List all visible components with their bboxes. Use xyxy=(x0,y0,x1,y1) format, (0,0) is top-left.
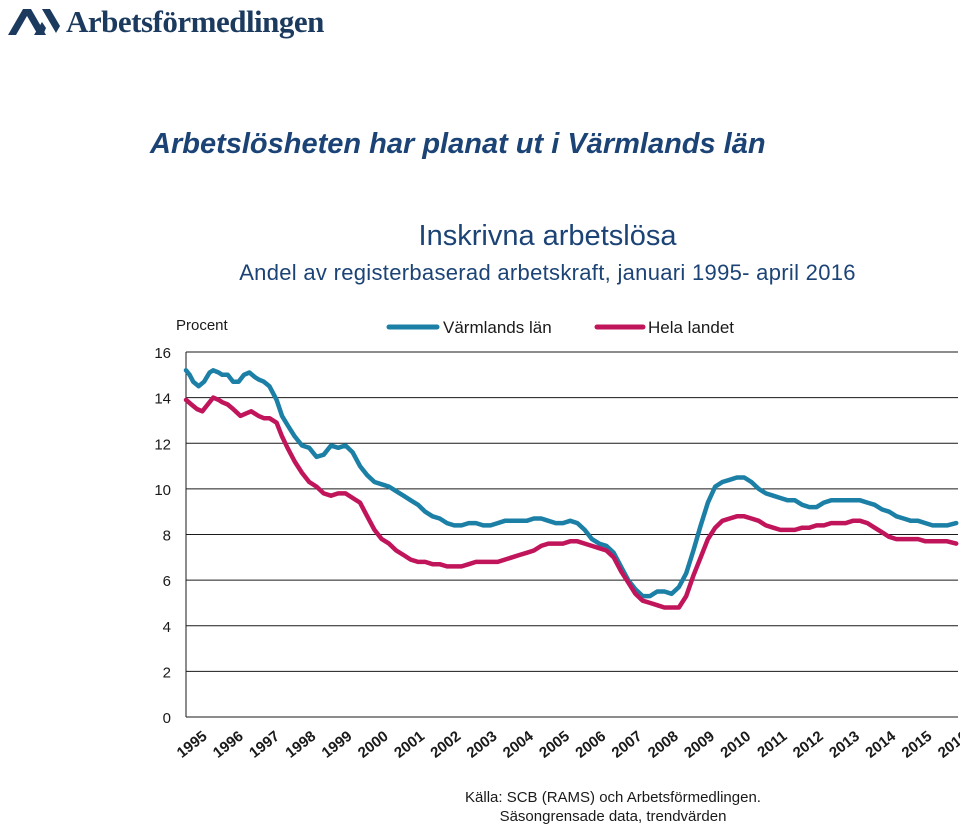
page-headline: Arbetslösheten har planat ut i Värmlands… xyxy=(150,128,766,160)
y-axis-label: Procent xyxy=(176,317,229,334)
x-tick-label: 2011 xyxy=(754,728,790,761)
x-tick-label: 2009 xyxy=(681,728,718,762)
x-tick-label: 1998 xyxy=(282,728,319,762)
x-tick-label: 2016 xyxy=(935,728,960,762)
x-tick-label: 2000 xyxy=(355,728,392,762)
gridlines xyxy=(185,351,958,718)
source-line-1: Källa: SCB (RAMS) och Arbetsförmedlingen… xyxy=(465,789,761,806)
source-line-2: Säsongrensade data, trendvärden xyxy=(499,808,727,825)
x-tick-label: 2012 xyxy=(790,728,827,762)
x-tick-label: 2005 xyxy=(536,728,573,762)
y-tick-label: 12 xyxy=(154,436,171,453)
chart-title: Inskrivna arbetslösa xyxy=(418,220,677,252)
y-tick-label: 8 xyxy=(163,528,171,545)
logo-text: Arbetsförmedlingen xyxy=(66,4,324,39)
x-tick-label: 2015 xyxy=(899,728,936,762)
legend: Värmlands län Hela landet xyxy=(386,318,734,337)
legend-label: Värmlands län xyxy=(443,318,552,337)
af-chevron-logo-icon xyxy=(8,9,60,35)
x-tick-label: 1995 xyxy=(174,728,211,762)
y-tick-label: 0 xyxy=(163,710,171,727)
legend-label: Hela landet xyxy=(648,318,734,337)
chart-subtitle: Andel av registerbaserad arbetskraft, ja… xyxy=(239,260,856,285)
y-tick-label: 16 xyxy=(154,345,171,362)
logo: Arbetsförmedlingen xyxy=(8,2,324,42)
series-lines xyxy=(183,368,959,610)
x-tick-label: 2006 xyxy=(572,728,609,762)
y-tick-label: 2 xyxy=(163,664,171,681)
x-tick-label: 2002 xyxy=(427,728,464,762)
y-tick-label: 14 xyxy=(154,391,171,408)
line-chart: Procent Värmlands län Hela landet 0 2 4 6 8 10… xyxy=(154,317,960,762)
y-axis-ticks: 0 2 4 6 8 10 12 14 16 xyxy=(154,345,171,727)
x-tick-label: 2007 xyxy=(609,728,646,762)
x-tick-label: 2008 xyxy=(645,728,682,762)
x-tick-label: 2010 xyxy=(717,728,754,762)
y-tick-label: 4 xyxy=(163,619,171,636)
x-tick-label: 2004 xyxy=(500,727,537,761)
x-tick-label: 2001 xyxy=(391,728,428,762)
x-tick-label: 1999 xyxy=(319,728,356,762)
y-tick-label: 10 xyxy=(154,482,171,499)
x-tick-label: 2014 xyxy=(862,727,899,761)
y-tick-label: 6 xyxy=(163,573,171,590)
x-tick-label: 1997 xyxy=(246,728,283,762)
series-line-riket xyxy=(183,395,959,610)
series-line-varmland xyxy=(183,368,959,599)
x-axis-ticks: 1995 1996 1997 1998 1999 2000 2001 2002 2003 2004… xyxy=(174,727,960,761)
x-tick-label: 1996 xyxy=(210,728,247,762)
source-note: Källa: SCB (RAMS) och Arbetsförmedlingen… xyxy=(443,788,783,826)
x-tick-label: 2003 xyxy=(464,728,501,762)
x-tick-label: 2013 xyxy=(826,728,863,762)
